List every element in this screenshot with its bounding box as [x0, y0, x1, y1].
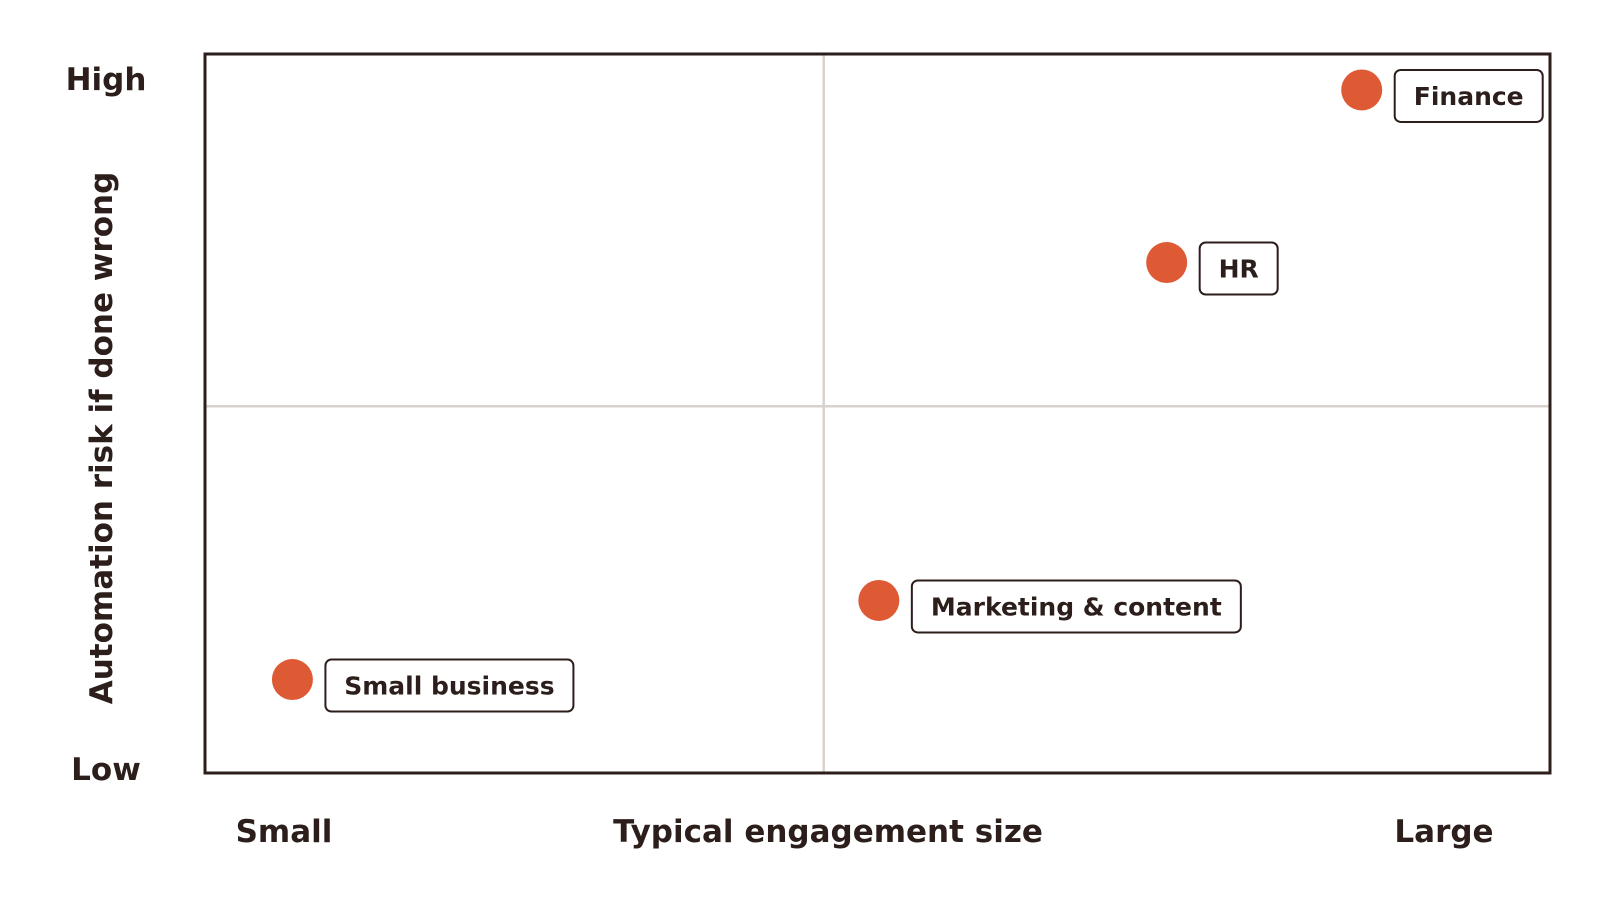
point-hr — [1146, 242, 1188, 284]
point-group-marketing-content: Marketing & content — [858, 579, 1242, 634]
point-label-box-finance — [1393, 68, 1544, 123]
point-label-marketing-content: Marketing & content — [931, 592, 1222, 621]
point-label-finance: Finance — [1414, 82, 1524, 111]
y-max-label: High — [66, 62, 147, 98]
points-layer: Finance HR Marketing & content Small busine… — [271, 68, 1544, 713]
x-min-label: Small — [236, 814, 333, 850]
point-small-business — [271, 659, 313, 701]
x-axis-label: Typical engagement size — [613, 814, 1043, 850]
point-label-hr: HR — [1219, 255, 1259, 284]
point-label-box-small-business — [324, 658, 575, 713]
point-group-finance: Finance — [1341, 68, 1544, 123]
x-max-label: Large — [1394, 814, 1493, 850]
y-axis-label: Automation risk if done wrong — [84, 172, 120, 705]
y-min-label: Low — [71, 752, 141, 788]
point-finance — [1341, 69, 1383, 111]
point-group-small-business: Small business — [271, 658, 575, 713]
point-label-small-business: Small business — [344, 672, 554, 701]
point-marketing-content — [858, 579, 900, 621]
point-label-box-hr — [1198, 241, 1279, 296]
point-label-box-marketing-content — [910, 579, 1242, 634]
point-group-hr: HR — [1146, 241, 1279, 296]
plot-frame — [203, 52, 1552, 775]
